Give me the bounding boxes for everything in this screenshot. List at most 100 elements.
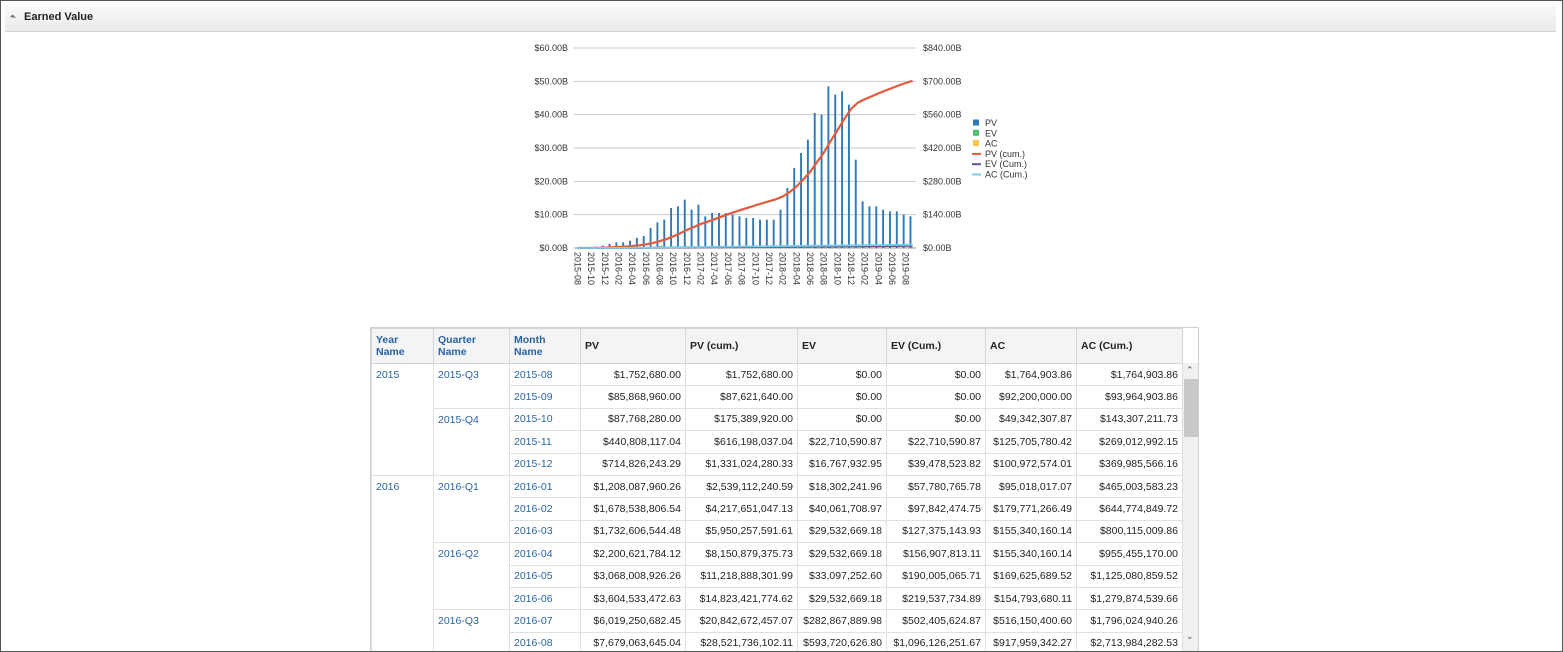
x-tick-label: 2016-02	[613, 252, 623, 285]
bar	[859, 247, 861, 248]
y-tick-label: $50.00B	[534, 76, 568, 86]
value-cell: $28,521,736,102.11	[685, 631, 798, 651]
legend-label: EV (Cum.)	[985, 159, 1027, 169]
panel-header[interactable]: Earned Value	[5, 5, 1556, 32]
bar	[897, 247, 900, 248]
link-cell[interactable]: 2015-10	[509, 407, 581, 432]
bar	[711, 213, 714, 248]
value-cell: $0.00	[797, 362, 887, 387]
link-cell[interactable]: 2015-Q4	[433, 407, 510, 476]
value-cell: $127,375,143.93	[886, 519, 986, 544]
value-cell: $6,019,250,682.45	[580, 609, 686, 633]
link-cell[interactable]: 2016-02	[509, 497, 581, 521]
bar	[870, 247, 873, 248]
value-cell: $0.00	[886, 385, 986, 409]
column-header[interactable]: Year Name	[371, 328, 434, 364]
legend-swatch	[973, 119, 979, 126]
value-cell: $465,003,583.23	[1076, 474, 1183, 499]
link-cell[interactable]: 2016-Q1	[433, 474, 510, 544]
link-cell[interactable]: 2016	[371, 474, 434, 651]
value-cell: $516,150,400.60	[985, 609, 1077, 633]
header-row: Year Name Quarter Name Month Name PV PV (cum…	[371, 328, 1183, 364]
link-cell[interactable]: 2016-01	[509, 474, 581, 499]
bar	[809, 247, 811, 248]
table-row: 2016-Q2 2016-04 $2,200,621,784.12 $8,150,87…	[372, 542, 1183, 611]
link-cell[interactable]: 2015-08	[509, 362, 581, 387]
y-tick-label: $20.00B	[534, 176, 568, 186]
chart: $0.00B $10.00B $20.00B $30.00B $40.00B $50.00…	[534, 43, 1027, 285]
bar	[861, 201, 864, 248]
bar	[872, 247, 875, 248]
column-header[interactable]: Quarter Name	[433, 328, 510, 364]
value-cell: $1,331,024,280.33	[685, 452, 798, 476]
x-tick-label: 2016-04	[627, 252, 637, 285]
link-cell[interactable]: 2016-05	[509, 564, 581, 588]
table-row: 2016-02 $1,678,538,806.54 $4,217,651,047.1…	[372, 497, 1183, 521]
x-tick-label: 2017-08	[737, 252, 747, 285]
x-tick-label: 2018-10	[832, 252, 842, 285]
bar	[900, 247, 902, 248]
value-cell: $1,125,080,859.52	[1076, 564, 1183, 588]
panel-title: Earned Value	[24, 11, 94, 23]
bar	[822, 247, 825, 248]
link-cell[interactable]: 2015-Q3	[433, 363, 510, 409]
link-cell[interactable]: 2016-08	[509, 631, 581, 651]
bar	[649, 227, 652, 248]
x-tick-label: 2018-12	[846, 252, 856, 285]
link-cell[interactable]: 2016-04	[509, 542, 581, 566]
link-cell[interactable]: 2016-Q2	[433, 542, 510, 611]
value-cell: $40,061,708.97	[797, 497, 887, 521]
column-header: EV	[797, 328, 887, 364]
value-cell: $616,198,037.04	[685, 430, 798, 454]
link-cell[interactable]: 2016-03	[509, 519, 581, 544]
value-cell: $219,537,734.89	[886, 586, 986, 611]
bar	[850, 247, 852, 248]
y-tick-label: $60.00B	[534, 43, 568, 53]
y2-tick-label: $280.00B	[923, 176, 962, 186]
value-cell: $0.00	[797, 407, 887, 432]
value-cell: $29,532,669.18	[797, 586, 887, 611]
link-cell[interactable]: 2016-Q3	[433, 609, 510, 651]
bar	[752, 218, 755, 248]
bar	[815, 247, 818, 248]
bar	[834, 94, 837, 249]
scroll-down[interactable]: ⌄	[1186, 631, 1194, 641]
table-row: 2015-09 $85,868,960.00 $87,621,640.00 $0.00…	[372, 385, 1183, 409]
table-row: 2016-03 $1,732,606,544.48 $5,950,257,591.6…	[372, 519, 1183, 544]
table-row: 2016-Q3 2016-07 $6,019,250,682.45 $20,842,6…	[372, 609, 1183, 651]
scroll-thumb[interactable]	[1184, 379, 1198, 437]
link-cell[interactable]: 2015-12	[509, 452, 581, 476]
link-cell[interactable]: 2015-09	[509, 385, 581, 409]
bar	[738, 216, 741, 248]
bar	[697, 204, 700, 248]
value-cell: $87,621,640.00	[685, 385, 798, 409]
bar	[891, 247, 894, 248]
value-cell: $282,867,889.98	[797, 609, 887, 633]
column-header[interactable]: Month Name	[509, 328, 581, 364]
bar	[836, 247, 839, 248]
value-cell: $22,710,590.87	[797, 430, 887, 454]
scrollbar[interactable]: ⌃ ⌄	[1182, 363, 1198, 651]
link-cell[interactable]: 2015-11	[509, 430, 581, 454]
bar	[893, 247, 896, 248]
bar	[868, 206, 871, 248]
link-cell[interactable]: 2015	[371, 363, 434, 476]
value-cell: $156,907,813.11	[886, 542, 986, 566]
value-cell: $1,678,538,806.54	[580, 497, 686, 521]
value-cell: $29,532,669.18	[797, 542, 887, 566]
value-cell: $369,985,566.16	[1076, 452, 1183, 476]
x-tick-label: 2017-04	[709, 252, 719, 285]
bar	[875, 206, 878, 248]
bar	[889, 211, 891, 248]
bar	[906, 247, 909, 248]
bar	[642, 235, 645, 248]
scroll-up[interactable]: ⌃	[1186, 365, 1194, 375]
value-cell: $154,793,680.11	[985, 586, 1077, 611]
x-tick-label: 2019-06	[887, 252, 897, 285]
value-cell: $1,732,606,544.48	[580, 519, 686, 544]
value-cell: $800,115,009.86	[1076, 519, 1183, 544]
link-cell[interactable]: 2016-07	[509, 609, 581, 633]
link-cell[interactable]: 2016-06	[509, 586, 581, 611]
value-cell: $714,826,243.29	[580, 452, 686, 476]
x-tick-label: 2017-06	[723, 252, 733, 285]
